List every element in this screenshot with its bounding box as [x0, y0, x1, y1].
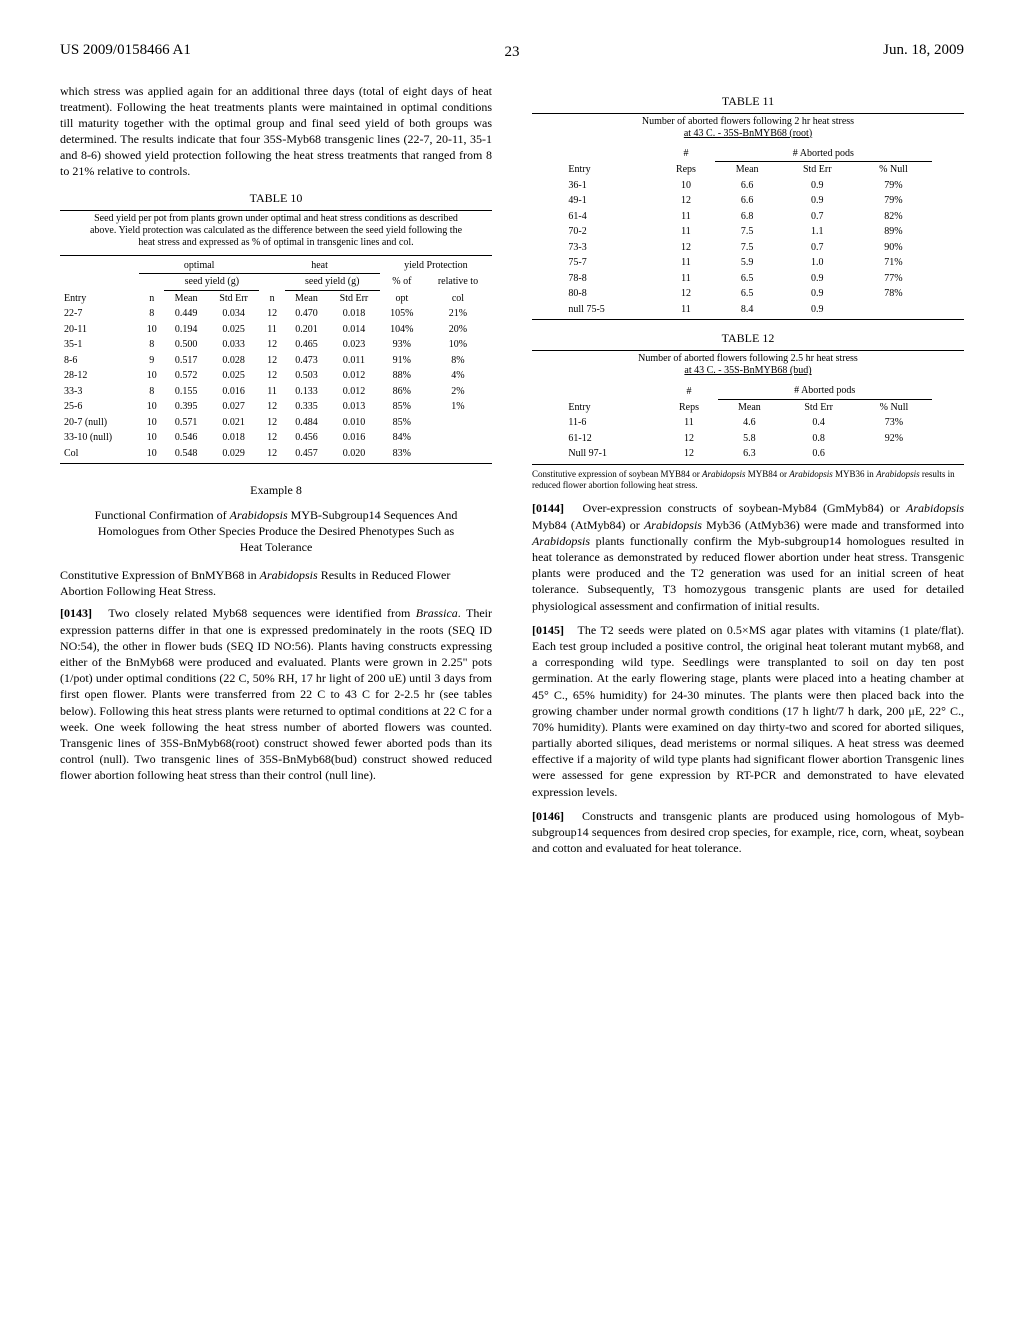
para-0145-text: The T2 seeds were plated on 0.5×MS agar …	[532, 623, 964, 799]
left-column: which stress was applied again for an ad…	[60, 83, 492, 865]
table-row: 70-2117.51.189%	[564, 224, 931, 240]
table-row: 20-7 (null)100.5710.021120.4840.01085%	[60, 415, 492, 431]
example-8-label: Example 8	[60, 482, 492, 498]
right-column: TABLE 11 Number of aborted flowers follo…	[532, 83, 964, 865]
table-10-title: TABLE 10	[60, 190, 492, 206]
body-para: which stress was applied again for an ad…	[60, 83, 492, 180]
table-12-title: TABLE 12	[532, 330, 964, 346]
table-sub-header: seed yield (g) seed yield (g) % of relat…	[60, 274, 492, 291]
table-row: 61-12125.80.892%	[564, 431, 931, 447]
para-0143-text: Two closely related Myb68 sequences were…	[60, 606, 492, 782]
table-row: 61-4116.80.782%	[564, 209, 931, 225]
table-row: 20-11100.1940.025110.2010.014104%20%	[60, 322, 492, 338]
table-row: null 75-5118.40.9	[564, 302, 931, 318]
table-11: # # Aborted pods Entry Reps Mean Std Err…	[564, 146, 931, 318]
table-row: 36-1106.60.979%	[564, 178, 931, 194]
para-0143: [0143] Two closely related Myb68 sequenc…	[60, 605, 492, 783]
table-row: 11-6114.60.473%	[564, 415, 931, 431]
table-col-header: Entry n Mean Std Err n Mean Std Err opt …	[60, 290, 492, 306]
subheading: Constitutive Expression of BnMYB68 in Ar…	[60, 567, 492, 599]
table-10-caption: Seed yield per pot from plants grown und…	[82, 213, 471, 249]
para-0146-text: Constructs and transgenic plants are pro…	[532, 809, 964, 855]
table-row: 28-12100.5720.025120.5030.01288%4%	[60, 368, 492, 384]
table-row: 33-380.1550.016110.1330.01286%2%	[60, 384, 492, 400]
patent-date: Jun. 18, 2009	[883, 40, 964, 60]
para-0146: [0146] Constructs and transgenic plants …	[532, 808, 964, 857]
page-number: 23	[60, 42, 964, 62]
table-row: 8-690.5170.028120.4730.01191%8%	[60, 353, 492, 369]
table-row: 78-8116.50.977%	[564, 271, 931, 287]
table-11-title: TABLE 11	[532, 93, 964, 109]
table-row: 49-1126.60.979%	[564, 193, 931, 209]
table-12-footnote: Constitutive expression of soybean MYB84…	[532, 469, 964, 491]
table-group-header: # # Aborted pods	[564, 146, 931, 162]
two-column-layout: which stress was applied again for an ad…	[60, 83, 964, 865]
table-12-caption: Number of aborted flowers following 2.5 …	[554, 353, 943, 377]
table-col-header: Entry Reps Mean Std Err % Null	[564, 162, 931, 178]
para-0144: [0144] Over-expression constructs of soy…	[532, 500, 964, 613]
table-group-header: # # Aborted pods	[564, 383, 931, 399]
table-10: optimal heat yield Protection seed yield…	[60, 258, 492, 462]
para-0144-text: Over-expression constructs of soybean-My…	[532, 501, 964, 612]
table-row: 35-180.5000.033120.4650.02393%10%	[60, 337, 492, 353]
table-row: 75-7115.91.071%	[564, 255, 931, 271]
table-row: 22-780.4490.034120.4700.018105%21%	[60, 306, 492, 322]
table-row: 73-3127.50.790%	[564, 240, 931, 256]
table-group-header: optimal heat yield Protection	[60, 258, 492, 274]
table-11-caption: Number of aborted flowers following 2 hr…	[554, 116, 943, 140]
table-col-header: Entry Reps Mean Std Err % Null	[564, 399, 931, 415]
table-row: 25-6100.3950.027120.3350.01385%1%	[60, 399, 492, 415]
example-8-title: Functional Confirmation of Arabidopsis M…	[92, 507, 459, 556]
table-row: Col100.5480.029120.4570.02083%	[60, 446, 492, 462]
table-12: # # Aborted pods Entry Reps Mean Std Err…	[564, 383, 931, 462]
table-row: 33-10 (null)100.5460.018120.4560.01684%	[60, 430, 492, 446]
para-0145: [0145] The T2 seeds were plated on 0.5×M…	[532, 622, 964, 800]
table-row: Null 97-1126.30.6	[564, 446, 931, 462]
table-row: 80-8126.50.978%	[564, 286, 931, 302]
patent-number: US 2009/0158466 A1	[60, 40, 191, 60]
